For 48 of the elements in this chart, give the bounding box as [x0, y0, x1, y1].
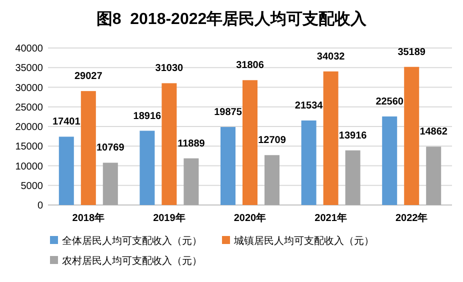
data-label: 29027 [74, 71, 103, 82]
y-tick-label: 35000 [15, 63, 44, 74]
data-label: 14862 [420, 126, 448, 138]
y-tick-label: 30000 [15, 82, 44, 94]
legend-label: 城镇居民人均可支配收入（元） [233, 235, 374, 247]
data-label: 17401 [52, 116, 81, 128]
bar [184, 158, 199, 205]
data-label: 10769 [96, 142, 125, 154]
bar [102, 162, 118, 205]
bar [323, 71, 338, 205]
x-tick-label: 2022年 [395, 212, 428, 224]
data-label: 35189 [398, 46, 426, 58]
x-tick-label: 2021年 [314, 212, 347, 224]
y-tick-label: 5000 [20, 180, 44, 192]
bar [382, 116, 398, 205]
y-tick-label: 20000 [15, 122, 44, 133]
bar [264, 155, 280, 205]
data-label: 13916 [338, 130, 368, 142]
bar [162, 83, 177, 205]
bar [301, 120, 316, 205]
bar [80, 91, 96, 205]
data-label: 12709 [258, 135, 286, 146]
bar [220, 126, 236, 205]
data-label: 31030 [155, 63, 184, 74]
y-tick-label: 40000 [15, 44, 44, 54]
x-tick-label: 2020年 [234, 212, 266, 224]
y-tick-label: 25000 [15, 102, 44, 114]
data-label: 18916 [133, 110, 162, 122]
data-label: 31806 [236, 60, 264, 72]
data-label: 34032 [316, 51, 346, 62]
bar [345, 150, 360, 205]
bar [426, 146, 442, 205]
x-tick-label: 2018年 [72, 212, 105, 224]
y-tick-label: 0 [37, 200, 44, 212]
legend-label: 全体居民人均可支配收入（元） [62, 235, 202, 247]
data-label: 21534 [294, 100, 324, 112]
data-label: 11889 [178, 138, 206, 150]
x-tick-label: 2019年 [153, 212, 186, 224]
data-label: 22560 [376, 96, 404, 108]
bar [242, 80, 258, 205]
bar [404, 66, 420, 205]
data-label: 19875 [214, 106, 242, 118]
bar [58, 136, 74, 205]
chart-title: 图8 2018-2022年居民人均可支配收入 [96, 10, 368, 28]
y-tick-label: 10000 [15, 161, 44, 172]
y-tick-label: 15000 [15, 142, 44, 153]
bar [140, 130, 155, 205]
legend-label: 农村居民人均可支配收入（元） [62, 255, 202, 267]
